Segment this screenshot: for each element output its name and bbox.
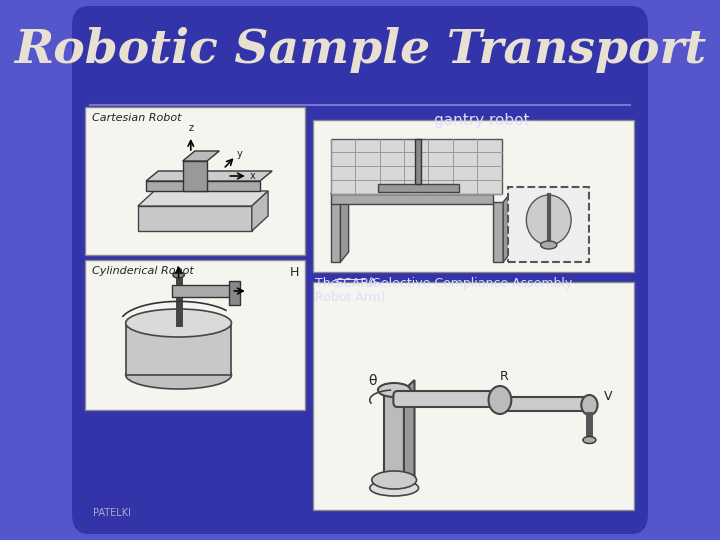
Circle shape — [581, 395, 598, 415]
FancyBboxPatch shape — [126, 323, 231, 375]
Ellipse shape — [173, 272, 184, 278]
FancyBboxPatch shape — [172, 285, 237, 297]
Ellipse shape — [526, 195, 571, 245]
FancyBboxPatch shape — [415, 139, 421, 184]
Text: θ: θ — [368, 374, 377, 388]
Ellipse shape — [541, 241, 557, 249]
Polygon shape — [252, 191, 268, 231]
FancyBboxPatch shape — [146, 181, 260, 191]
FancyBboxPatch shape — [499, 397, 590, 411]
FancyBboxPatch shape — [183, 161, 207, 191]
FancyBboxPatch shape — [330, 194, 493, 204]
Ellipse shape — [583, 436, 596, 443]
Polygon shape — [503, 192, 511, 262]
FancyBboxPatch shape — [393, 391, 500, 407]
Text: x: x — [249, 171, 255, 181]
Text: PATELKI: PATELKI — [93, 508, 131, 518]
Text: Cartesian Robot: Cartesian Robot — [91, 113, 181, 123]
FancyBboxPatch shape — [85, 260, 305, 410]
Text: SCARA: SCARA — [335, 277, 377, 290]
FancyBboxPatch shape — [312, 120, 634, 272]
FancyBboxPatch shape — [138, 206, 252, 231]
FancyBboxPatch shape — [312, 282, 634, 510]
FancyBboxPatch shape — [378, 184, 459, 192]
Ellipse shape — [372, 471, 417, 489]
FancyBboxPatch shape — [508, 187, 590, 262]
FancyBboxPatch shape — [384, 390, 404, 490]
FancyBboxPatch shape — [229, 281, 240, 305]
Text: Cylinderical Robot: Cylinderical Robot — [91, 266, 193, 276]
Text: Robotic Sample Transport: Robotic Sample Transport — [14, 27, 706, 73]
FancyBboxPatch shape — [330, 139, 502, 194]
Polygon shape — [341, 192, 348, 262]
Ellipse shape — [370, 480, 418, 496]
FancyBboxPatch shape — [493, 202, 503, 262]
Text: y: y — [237, 149, 243, 159]
Ellipse shape — [126, 309, 231, 337]
Text: (Selective Compliance Assembly: (Selective Compliance Assembly — [364, 277, 572, 290]
Polygon shape — [404, 380, 415, 490]
Ellipse shape — [378, 383, 410, 397]
Polygon shape — [183, 151, 220, 161]
Text: H: H — [290, 266, 300, 279]
Text: R: R — [500, 370, 508, 383]
Text: The: The — [315, 277, 343, 290]
FancyBboxPatch shape — [85, 107, 305, 255]
Text: Robot Arm): Robot Arm) — [315, 291, 386, 304]
Polygon shape — [138, 191, 268, 206]
Text: V: V — [604, 390, 613, 403]
Circle shape — [489, 386, 511, 414]
Polygon shape — [330, 184, 502, 194]
FancyBboxPatch shape — [72, 6, 648, 534]
Text: gantry robot: gantry robot — [434, 112, 530, 127]
Ellipse shape — [126, 361, 231, 389]
Text: z: z — [189, 123, 193, 133]
Polygon shape — [146, 171, 272, 181]
FancyBboxPatch shape — [330, 202, 341, 262]
